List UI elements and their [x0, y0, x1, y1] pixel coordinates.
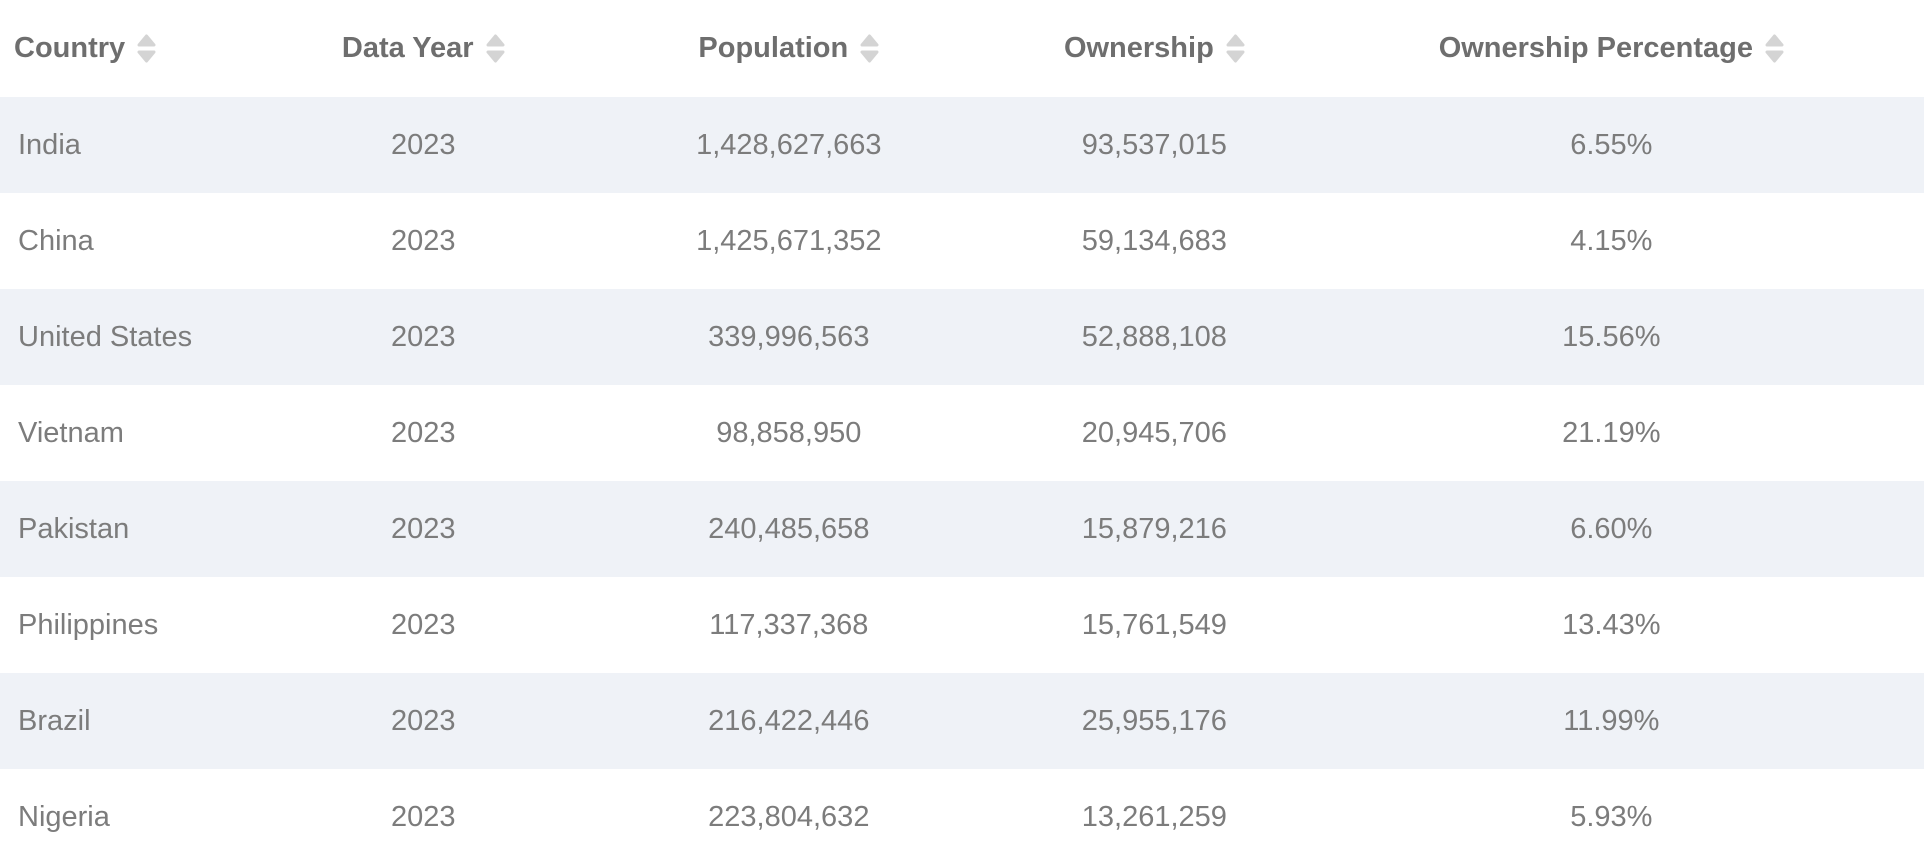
table-header: Country Data Year Po	[0, 0, 1924, 97]
cell-data_year: 2023	[391, 512, 456, 545]
sort-icon[interactable]	[1765, 34, 1784, 63]
cell-country: Pakistan	[18, 512, 130, 545]
cell-population: 216,422,446	[708, 704, 870, 737]
cell-ownership_percentage: 4.15%	[1570, 224, 1653, 257]
sort-icon[interactable]	[137, 34, 156, 63]
cell-population: 240,485,658	[708, 512, 870, 545]
cell-ownership: 52,888,108	[1081, 320, 1227, 353]
column-label: Ownership	[1063, 32, 1214, 64]
cell-ownership: 93,537,015	[1081, 128, 1227, 161]
cell-country: United States	[18, 320, 193, 353]
table-row: United States 2023 339,996,563 52,888,108 15…	[0, 289, 1924, 385]
cell-ownership: 13,261,259	[1081, 800, 1227, 833]
table-row: Vietnam 2023 98,858,950 20,945,706 21.19%	[0, 385, 1924, 481]
table-row: Brazil 2023 216,422,446 25,955,176 11.99%	[0, 673, 1924, 769]
cell-ownership_percentage: 6.60%	[1570, 512, 1653, 545]
cell-country: Nigeria	[18, 800, 110, 833]
cell-country: Vietnam	[18, 416, 124, 449]
cell-data_year: 2023	[391, 224, 456, 257]
cell-country: Brazil	[18, 704, 91, 737]
cell-ownership_percentage: 13.43%	[1562, 608, 1661, 641]
cell-ownership_percentage: 11.99%	[1563, 704, 1660, 737]
column-header-population[interactable]: Population	[568, 0, 1011, 97]
cell-ownership_percentage: 15.56%	[1562, 320, 1661, 353]
header-row: Country Data Year Po	[0, 0, 1924, 97]
cell-data_year: 2023	[391, 320, 456, 353]
cell-population: 1,425,671,352	[696, 224, 882, 257]
column-header-ownership[interactable]: Ownership	[1010, 0, 1299, 97]
table-row: Nigeria 2023 223,804,632 13,261,259 5.93%	[0, 769, 1924, 854]
cell-data_year: 2023	[391, 416, 456, 449]
cell-ownership: 15,879,216	[1081, 512, 1227, 545]
cell-ownership: 15,761,549	[1081, 608, 1227, 641]
cell-data_year: 2023	[391, 800, 456, 833]
cell-population: 98,858,950	[716, 416, 862, 449]
cell-population: 1,428,627,663	[696, 128, 882, 161]
cell-data_year: 2023	[391, 128, 456, 161]
column-header-ownership-percentage[interactable]: Ownership Percentage	[1299, 0, 1924, 97]
cell-data_year: 2023	[391, 608, 456, 641]
table-row: India 2023 1,428,627,663 93,537,015 6.55%	[0, 97, 1924, 193]
table-row: China 2023 1,425,671,352 59,134,683 4.15%	[0, 193, 1924, 289]
column-label: Data Year	[341, 32, 474, 64]
cell-ownership_percentage: 21.19%	[1562, 416, 1661, 449]
cell-population: 223,804,632	[708, 800, 870, 833]
column-label: Population	[698, 32, 849, 64]
column-label: Ownership Percentage	[1438, 32, 1753, 64]
cell-ownership: 25,955,176	[1081, 704, 1227, 737]
table-body: India 2023 1,428,627,663 93,537,015 6.55% Chi…	[0, 97, 1924, 854]
cell-country: India	[18, 128, 81, 161]
cell-ownership: 20,945,706	[1081, 416, 1227, 449]
cell-country: China	[18, 224, 94, 257]
column-label: Country	[14, 32, 126, 64]
sort-icon[interactable]	[860, 34, 879, 63]
cell-population: 339,996,563	[708, 320, 870, 353]
cell-ownership_percentage: 6.55%	[1570, 128, 1653, 161]
cell-ownership: 59,134,683	[1081, 224, 1227, 257]
sort-icon[interactable]	[486, 34, 505, 63]
cell-data_year: 2023	[391, 704, 456, 737]
table-row: Pakistan 2023 240,485,658 15,879,216 6.60%	[0, 481, 1924, 577]
column-header-country[interactable]: Country	[0, 0, 279, 97]
sort-icon[interactable]	[1226, 34, 1245, 63]
cell-country: Philippines	[18, 608, 159, 641]
table-row: Philippines 2023 117,337,368 15,761,549 13.4…	[0, 577, 1924, 673]
cell-ownership_percentage: 5.93%	[1570, 800, 1653, 833]
cell-population: 117,337,368	[709, 608, 869, 641]
column-header-data-year[interactable]: Data Year	[279, 0, 568, 97]
